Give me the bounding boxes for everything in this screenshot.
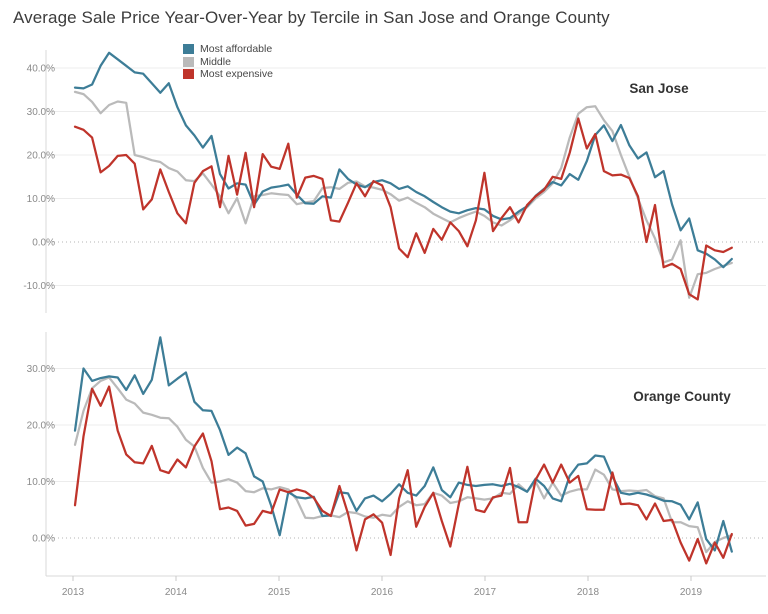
y-tick-label: 30.0% (27, 364, 55, 375)
y-tick-label: 20.0% (27, 151, 55, 162)
pane-title-orange-county: Orange County (633, 389, 731, 404)
y-tick-label: 0.0% (32, 534, 55, 545)
y-tick-label: 30.0% (27, 107, 55, 118)
y-tick-label: 10.0% (27, 477, 55, 488)
x-tick-label: 2014 (165, 587, 188, 598)
x-tick-label: 2016 (371, 587, 394, 598)
y-tick-label: -10.0% (23, 281, 55, 292)
legend-item-most-expensive[interactable]: Most expensive (183, 68, 273, 81)
x-tick-label: 2015 (268, 587, 291, 598)
legend-swatch (183, 44, 194, 55)
line-orange-county-most-affordable[interactable] (73, 336, 733, 553)
legend-label: Middle (200, 55, 231, 68)
legend-swatch (183, 56, 194, 67)
y-tick-label: 10.0% (27, 194, 55, 205)
legend-label: Most affordable (200, 43, 273, 56)
pane-orange-county: 30.0% 20.0% 10.0% 0.0% Orange County (27, 332, 766, 576)
legend-item-middle[interactable]: Middle (183, 56, 273, 69)
legend-item-most-affordable[interactable]: Most affordable (183, 43, 273, 56)
y-tick-label: 20.0% (27, 421, 55, 432)
pane-title-san-jose: San Jose (629, 81, 689, 96)
line-san-jose-middle[interactable] (73, 90, 733, 299)
x-axis: 2013 2014 2015 2016 2017 2018 2019 (46, 575, 766, 598)
x-tick-label: 2017 (474, 587, 497, 598)
line-orange-county-most-expensive[interactable] (73, 385, 733, 565)
x-tick-label: 2019 (680, 587, 703, 598)
legend: Most affordable Middle Most expensive (183, 43, 273, 81)
line-orange-county-middle[interactable] (73, 376, 733, 554)
x-tick-label: 2013 (62, 587, 85, 598)
legend-label: Most expensive (200, 68, 273, 81)
x-tick-label: 2018 (577, 587, 600, 598)
line-san-jose-most-expensive[interactable] (73, 117, 733, 301)
line-san-jose-most-affordable[interactable] (73, 51, 733, 269)
pane-san-jose: 40.0% 30.0% 20.0% 10.0% 0.0% -10.0% San Jose (23, 50, 766, 313)
chart-title: Average Sale Price Year-Over-Year by Ter… (13, 8, 610, 27)
y-tick-label: 0.0% (32, 238, 55, 249)
legend-swatch (183, 69, 194, 80)
y-tick-label: 40.0% (27, 64, 55, 75)
